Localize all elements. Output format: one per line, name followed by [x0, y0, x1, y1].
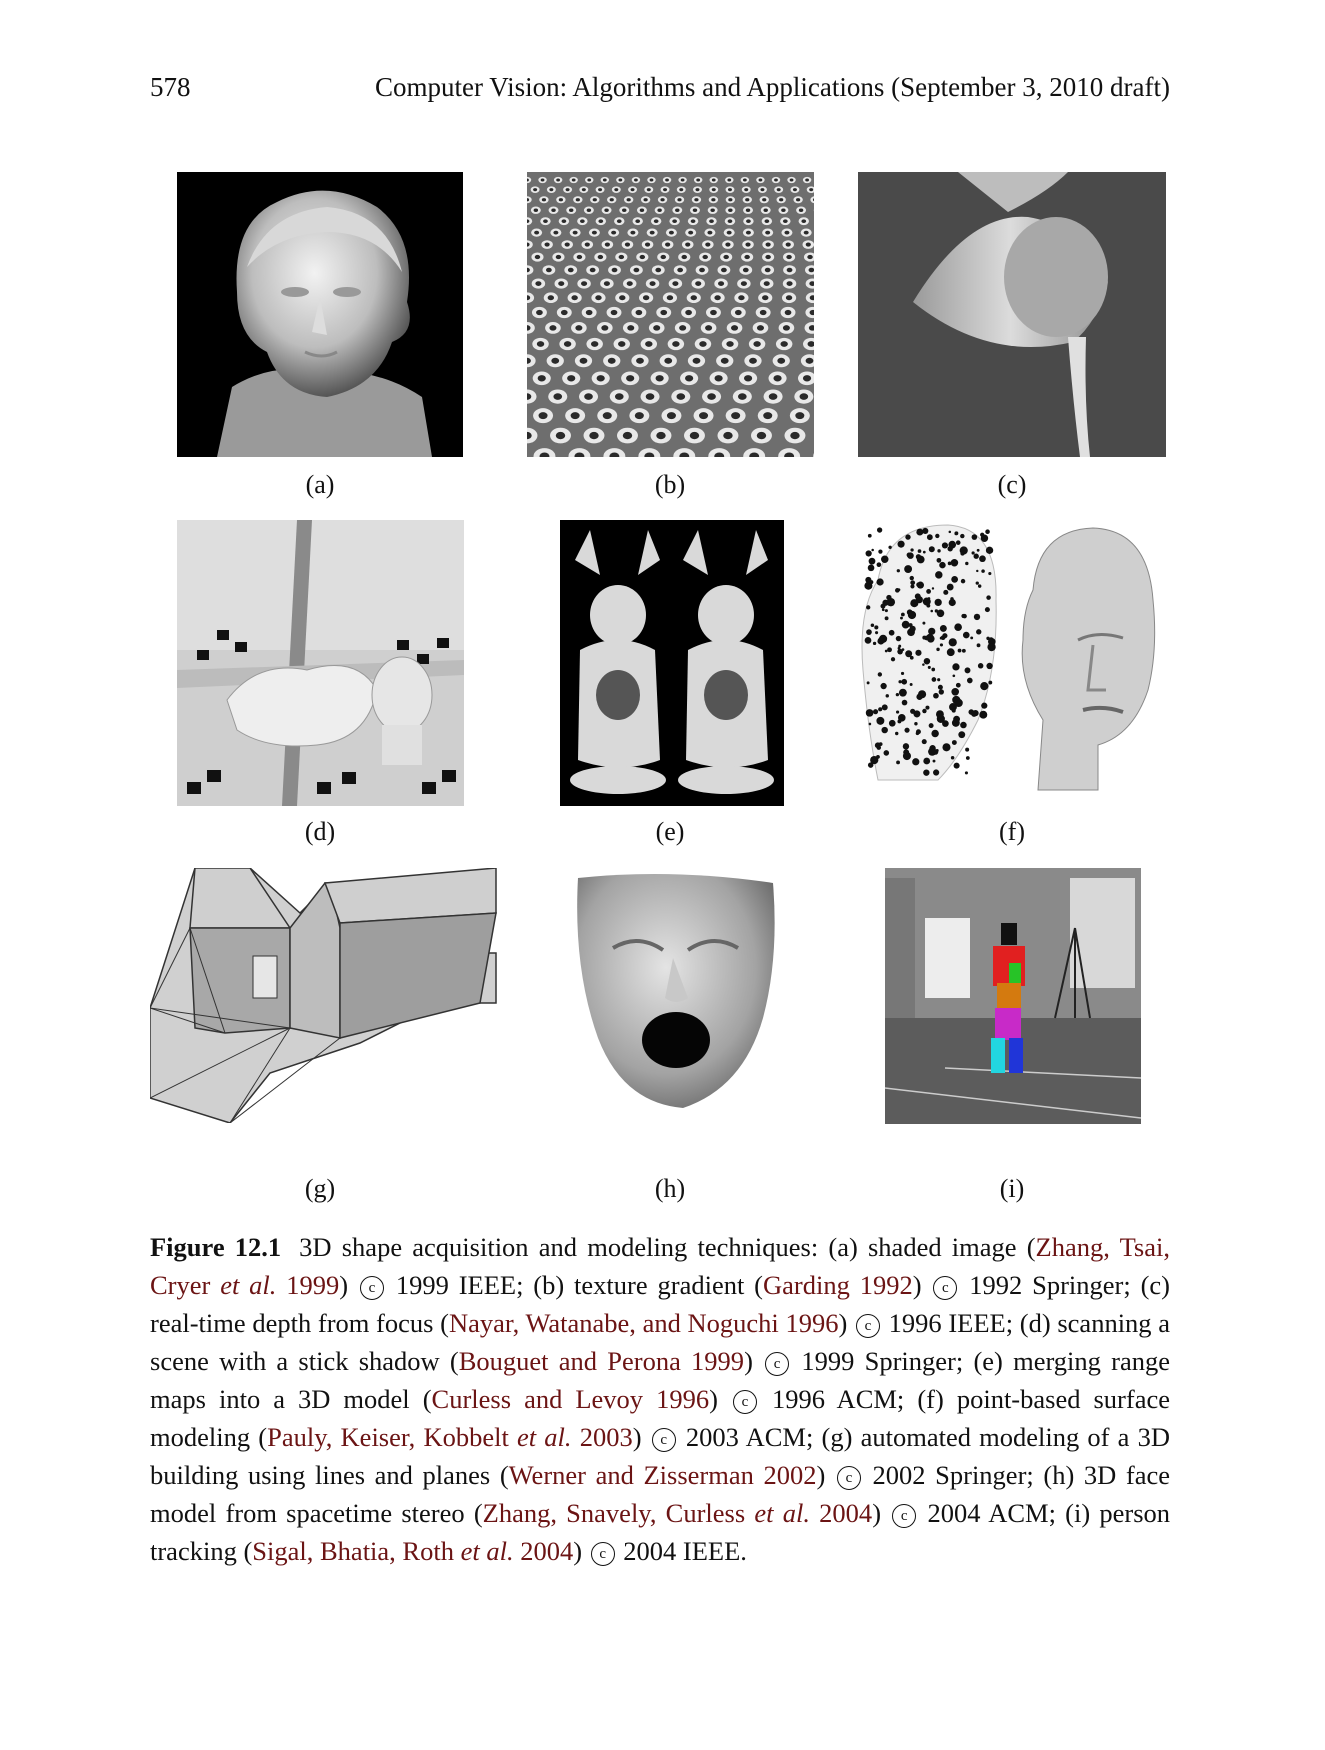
panel-label-b: (b)	[654, 470, 686, 499]
copyright-icon: c	[359, 1276, 384, 1300]
panel-label-g: (g)	[304, 1174, 336, 1203]
citation-link[interactable]: Zhang, Tsai, Cryer et al. 1999	[150, 1232, 1170, 1300]
citation-link[interactable]: Nayar, Watanabe, and Noguchi 1996	[448, 1308, 839, 1338]
panel-label-f: (f)	[999, 817, 1025, 846]
citation-link[interactable]: Werner and Zisserman 2002	[508, 1460, 817, 1490]
citation-link[interactable]: Zhang, Snavely, Curless et al. 2004	[482, 1498, 873, 1528]
panel-label-e: (e)	[655, 817, 685, 846]
panel-label-d: (d)	[304, 817, 336, 846]
copyright-icon: c	[732, 1390, 757, 1414]
shaded-bust-image	[177, 172, 463, 457]
copyright-icon: c	[651, 1428, 676, 1452]
running-title: Computer Vision: Algorithms and Applicat…	[374, 72, 1170, 102]
figure-caption: Figure 12.1 3D shape acquisition and mode…	[150, 1232, 1171, 1566]
stick-shadow-scene	[177, 520, 464, 806]
copyright-icon: c	[590, 1542, 615, 1566]
panel-label-c: (c)	[997, 470, 1027, 499]
texture-gradient-dots	[527, 172, 814, 457]
person-tracking	[885, 868, 1141, 1124]
citation-link[interactable]: Garding 1992	[763, 1270, 913, 1300]
copyright-icon: c	[892, 1504, 917, 1528]
copyright-icon: c	[765, 1352, 790, 1376]
citation-link[interactable]: Pauly, Keiser, Kobbelt et al. 2003	[267, 1422, 633, 1452]
copyright-icon: c	[836, 1466, 861, 1490]
figure-id: Figure 12.1	[150, 1232, 282, 1262]
depth-from-focus-cup	[858, 172, 1166, 457]
building-model	[150, 868, 498, 1123]
panel-label-a: (a)	[305, 470, 335, 499]
copyright-icon: c	[855, 1314, 880, 1338]
page-number: 578	[150, 72, 191, 102]
point-based-heads	[848, 520, 1173, 806]
citation-link[interactable]: Sigal, Bhatia, Roth et al. 2004	[252, 1536, 574, 1566]
merged-range-buddha	[560, 520, 784, 806]
page-header: 578 Computer Vision: Algorithms and Appl…	[150, 72, 1170, 112]
panel-label-i: (i)	[999, 1174, 1025, 1203]
citation-link[interactable]: Curless and Levoy 1996	[431, 1384, 710, 1414]
face-model	[573, 868, 779, 1110]
panel-label-h: (h)	[654, 1174, 686, 1203]
citation-link[interactable]: Bouguet and Perona 1999	[458, 1346, 745, 1376]
copyright-icon: c	[933, 1276, 958, 1300]
